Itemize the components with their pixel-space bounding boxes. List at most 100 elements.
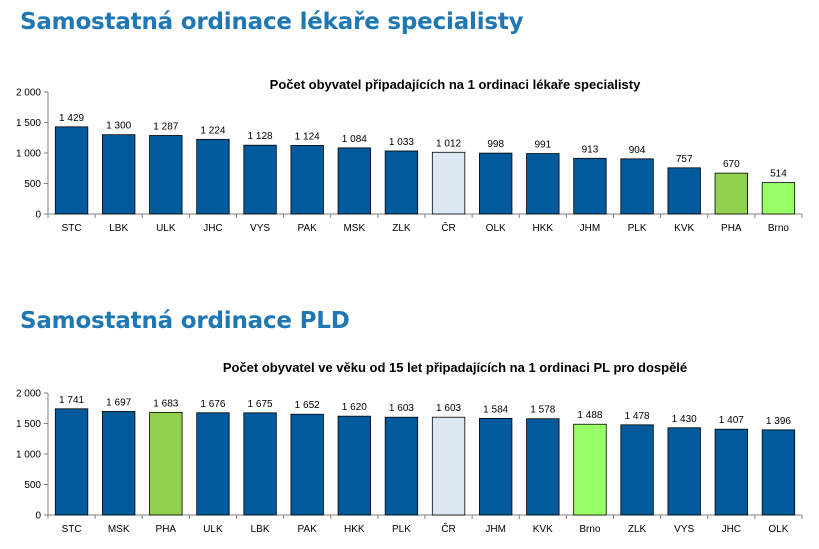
bar-msk (337, 147, 371, 215)
x-tick-label: STC (62, 524, 82, 535)
bar-hkk (337, 415, 371, 516)
x-tick-label: ZLK (628, 524, 647, 535)
data-label: 1 603 (389, 403, 414, 414)
data-label: 1 429 (59, 113, 84, 124)
section-title-specialists: Samostatná ordinace lékaře specialisty (20, 9, 524, 35)
x-tick-label: PAK (298, 223, 318, 234)
x-tick-label: KVK (674, 223, 694, 234)
data-label: 913 (582, 144, 599, 155)
data-label: 1 224 (200, 125, 225, 136)
data-label: 1 697 (106, 397, 131, 408)
bar-zlk (620, 424, 654, 516)
x-tick-label: PHA (156, 524, 177, 535)
bar-pha (714, 172, 748, 215)
data-label: 1 620 (342, 402, 367, 413)
bar-čr (431, 416, 466, 516)
x-tick-label: PLK (392, 524, 411, 535)
y-tick-label: 1 500 (16, 118, 41, 129)
y-tick-label: 500 (24, 179, 41, 190)
bar-jhc (714, 428, 748, 516)
section-title-pld: Samostatná ordinace PLD (20, 308, 350, 334)
x-tick-label: JHC (722, 524, 741, 535)
bar-zlk (384, 150, 419, 215)
x-tick-label: Brno (579, 524, 601, 535)
bar-stc (54, 126, 89, 215)
bar-jhm (479, 417, 513, 516)
x-tick-label: VYS (250, 223, 270, 234)
data-label: 1 128 (248, 131, 273, 142)
data-label: 1 407 (719, 415, 744, 426)
bar-kvk (667, 167, 701, 215)
x-tick-label: JHC (203, 223, 222, 234)
data-label: 1 683 (153, 398, 178, 409)
x-tick-label: JHM (580, 223, 601, 234)
x-tick-label: OLK (768, 524, 788, 535)
bar-vys (667, 427, 701, 516)
x-tick-label: HKK (344, 524, 365, 535)
x-tick-label: ČR (441, 522, 455, 535)
data-label: 1 741 (59, 395, 84, 406)
bar-brno (761, 182, 796, 215)
data-label: 1 603 (436, 403, 461, 414)
x-tick-label: HKK (533, 223, 554, 234)
data-label: 1 012 (436, 138, 461, 149)
data-label: 998 (487, 139, 504, 150)
bar-chart-specialists: Počet obyvatel připadajících na 1 ordina… (16, 77, 803, 234)
data-label: 1 430 (672, 414, 697, 425)
x-tick-label: Brno (768, 223, 790, 234)
data-label: 514 (770, 169, 787, 180)
bar-vys (243, 144, 277, 215)
data-label: 1 124 (295, 131, 320, 142)
bar-chart-pld: Počet obyvatel ve věku od 15 let připada… (16, 360, 803, 535)
y-tick-label: 0 (35, 210, 41, 221)
x-tick-label: OLK (486, 223, 506, 234)
bar-msk (102, 411, 136, 516)
data-label: 1 478 (625, 411, 650, 422)
x-tick-label: LBK (109, 223, 128, 234)
y-tick-label: 2 000 (16, 88, 41, 99)
x-tick-label: JHM (485, 524, 506, 535)
bar-jhm (573, 157, 607, 215)
bar-pha (149, 411, 183, 516)
y-tick-label: 2 000 (16, 389, 41, 400)
data-label: 1 300 (106, 121, 131, 132)
data-label: 1 675 (248, 399, 273, 410)
x-tick-label: ZLK (392, 223, 411, 234)
bar-plk (384, 416, 419, 516)
bar-pak (290, 145, 324, 215)
x-tick-label: STC (62, 223, 82, 234)
x-tick-label: VYS (674, 524, 694, 535)
data-label: 1 584 (483, 404, 508, 415)
data-label: 1 578 (530, 405, 555, 416)
bar-kvk (526, 418, 560, 516)
data-label: 670 (723, 159, 740, 170)
bar-olk (761, 429, 796, 516)
chart-title: Počet obyvatel připadajících na 1 ordina… (270, 77, 641, 92)
y-tick-label: 1 500 (16, 419, 41, 430)
x-tick-label: LBK (251, 524, 270, 535)
data-label: 1 676 (200, 399, 225, 410)
x-tick-label: PAK (298, 524, 318, 535)
x-tick-label: ČR (441, 221, 455, 234)
bar-stc (54, 408, 89, 516)
chart-title: Počet obyvatel ve věku od 15 let připada… (223, 360, 687, 375)
data-label: 1 488 (577, 410, 602, 421)
x-tick-label: PLK (628, 223, 647, 234)
data-label: 1 652 (295, 400, 320, 411)
x-tick-label: PHA (721, 223, 742, 234)
x-tick-label: ULK (156, 223, 176, 234)
y-tick-label: 1 000 (16, 149, 41, 160)
data-label: 1 287 (153, 121, 178, 132)
x-tick-label: KVK (533, 524, 553, 535)
y-tick-label: 1 000 (16, 450, 41, 461)
x-tick-label: ULK (203, 524, 223, 535)
bar-pak (290, 413, 324, 516)
bar-olk (479, 152, 513, 215)
bar-brno (573, 423, 607, 516)
bar-jhc (196, 138, 230, 215)
bar-ulk (149, 135, 183, 215)
data-label: 1 033 (389, 137, 414, 148)
data-label: 1 396 (766, 416, 791, 427)
y-tick-label: 0 (35, 511, 41, 522)
data-label: 991 (534, 140, 551, 151)
